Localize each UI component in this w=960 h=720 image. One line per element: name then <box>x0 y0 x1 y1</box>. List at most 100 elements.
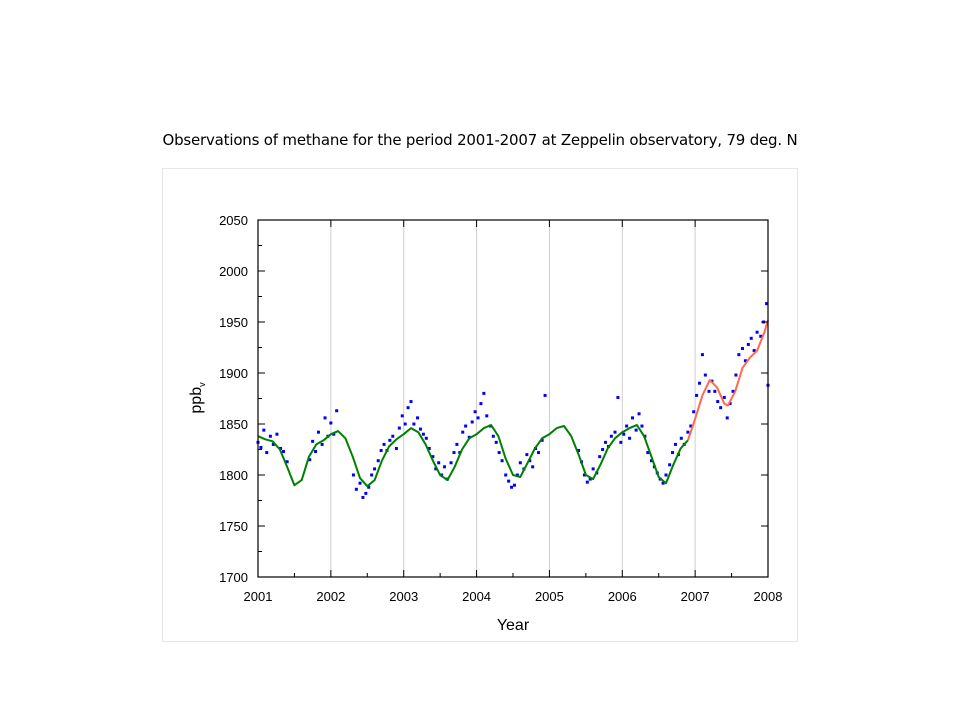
data-point <box>370 473 374 477</box>
data-point <box>759 334 763 338</box>
data-point <box>707 389 711 393</box>
data-point <box>543 393 547 397</box>
x-tick-label: 2007 <box>681 589 710 604</box>
data-point <box>364 491 368 495</box>
data-point <box>473 410 477 414</box>
chart-frame <box>162 168 798 642</box>
y-axis-label-subscript: v <box>197 382 207 387</box>
data-point <box>577 449 581 453</box>
seasonal_fit-line <box>257 424 689 488</box>
data-point <box>443 465 447 469</box>
data-point <box>588 477 592 481</box>
data-point <box>616 395 620 399</box>
plot-area-border <box>257 219 769 578</box>
y-tick-label: 1800 <box>219 468 248 483</box>
x-tick-label: 2008 <box>754 589 783 604</box>
data-point <box>285 460 289 464</box>
data-point <box>461 430 465 434</box>
data-point <box>671 451 675 455</box>
data-point <box>351 473 355 477</box>
data-point <box>649 459 653 463</box>
data-point <box>531 465 535 469</box>
data-point <box>601 448 605 451</box>
data-point <box>434 467 438 471</box>
y-tick-label: 1750 <box>219 519 248 534</box>
x-tick-label: 2004 <box>462 589 491 604</box>
data-point <box>640 424 644 428</box>
x-tick-label: 2003 <box>389 589 418 604</box>
data-point <box>491 434 495 438</box>
data-point <box>282 450 285 454</box>
data-point <box>431 455 435 459</box>
data-point <box>367 485 371 489</box>
x-tick-label: 2005 <box>535 589 564 604</box>
data-point <box>716 400 720 404</box>
data-point <box>409 400 413 404</box>
slide-title: Observations of methane for the period 2… <box>162 131 798 149</box>
data-point <box>591 467 595 471</box>
data-point <box>731 389 735 393</box>
data-point <box>619 440 623 444</box>
x-axis-label: Year <box>497 617 530 634</box>
data-point <box>507 479 511 483</box>
data-point <box>598 455 602 459</box>
data-point <box>485 414 489 418</box>
data-point <box>540 438 544 442</box>
data-point <box>311 439 315 443</box>
data-point <box>406 406 410 410</box>
y-axis-label-main: ppb <box>188 387 205 414</box>
data-point <box>719 406 723 410</box>
data-point <box>476 416 480 420</box>
data-point <box>494 440 498 444</box>
data-point <box>358 481 362 485</box>
data-point <box>308 458 312 462</box>
data-point <box>749 336 753 340</box>
data-point <box>755 330 759 334</box>
data-point <box>403 422 407 426</box>
data-point <box>646 451 650 455</box>
data-point <box>275 432 279 436</box>
data-point <box>628 436 632 440</box>
x-tick-label: 2002 <box>316 589 345 604</box>
data-point <box>332 432 336 436</box>
data-point <box>634 428 638 432</box>
data-point <box>613 430 617 434</box>
data-point <box>437 461 441 465</box>
data-point <box>268 434 272 438</box>
data-point <box>700 353 704 357</box>
data-point <box>400 414 404 418</box>
data-point <box>316 430 320 434</box>
data-point <box>525 453 529 457</box>
data-point <box>728 402 732 406</box>
y-axis-label: ppbv <box>188 382 207 414</box>
data-point <box>391 434 395 438</box>
data-point <box>262 428 266 432</box>
data-point <box>637 412 641 416</box>
data-point <box>515 473 519 477</box>
data-point <box>449 461 453 465</box>
data-point <box>713 389 717 393</box>
data-point <box>504 473 508 477</box>
observation-points <box>256 302 770 499</box>
y-tick-label: 1700 <box>219 570 248 585</box>
data-point <box>279 446 283 450</box>
data-point <box>497 451 501 455</box>
data-point <box>354 487 358 491</box>
y-tick-label: 2000 <box>219 264 248 279</box>
data-point <box>424 436 428 440</box>
data-point <box>373 467 377 471</box>
data-point <box>537 451 540 455</box>
data-point <box>382 442 386 446</box>
data-point <box>397 426 401 430</box>
data-point <box>470 420 474 424</box>
data-point <box>482 391 486 395</box>
data-point <box>427 446 431 450</box>
data-point <box>752 349 756 353</box>
y-tick-label: 2050 <box>219 213 248 228</box>
recent_fit-line <box>686 319 769 441</box>
y-tick-label: 1950 <box>219 315 248 330</box>
data-point <box>622 432 626 436</box>
data-point <box>510 485 514 489</box>
data-point <box>625 424 629 428</box>
